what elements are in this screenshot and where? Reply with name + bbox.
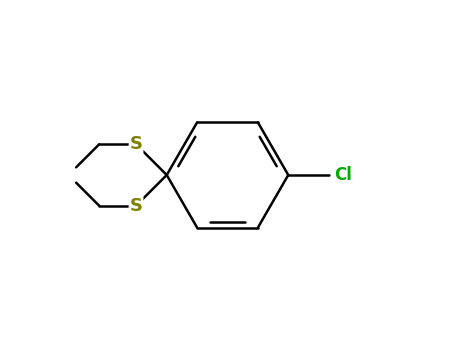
Text: S: S — [130, 197, 142, 215]
Text: S: S — [130, 135, 142, 153]
Text: Cl: Cl — [334, 166, 352, 184]
